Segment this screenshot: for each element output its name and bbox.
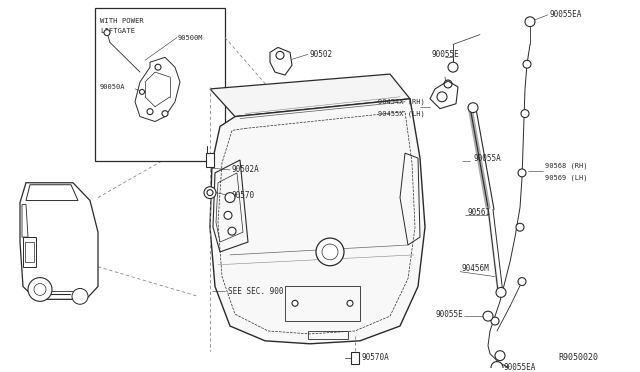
Circle shape [521,110,529,118]
Text: 90455X (LH): 90455X (LH) [378,110,425,117]
Circle shape [496,288,506,297]
Circle shape [72,288,88,304]
Circle shape [104,30,110,36]
Circle shape [224,211,232,219]
Text: 90055A: 90055A [474,154,502,163]
Text: WITH POWER: WITH POWER [100,18,144,24]
Bar [308,331,348,339]
Circle shape [483,311,493,321]
Circle shape [495,351,505,360]
Circle shape [444,80,452,88]
Circle shape [322,244,338,260]
Circle shape [491,317,499,325]
Text: 90050A: 90050A [100,84,125,90]
Text: LIFTGATE: LIFTGATE [100,28,135,33]
Text: 90570A: 90570A [362,353,390,362]
Circle shape [316,238,344,266]
Circle shape [28,278,52,301]
Circle shape [204,187,216,199]
Text: 90502: 90502 [310,50,333,59]
Text: 90055E: 90055E [432,50,460,59]
Text: 90500M: 90500M [178,35,204,41]
Circle shape [347,300,353,306]
Circle shape [34,283,46,295]
Text: R9050020: R9050020 [558,353,598,362]
Circle shape [225,193,235,202]
Polygon shape [210,99,425,344]
Text: 90454X (RH): 90454X (RH) [378,99,425,105]
Circle shape [162,110,168,116]
Text: 90569 (LH): 90569 (LH) [545,174,588,181]
Circle shape [468,103,478,113]
Circle shape [518,169,526,177]
Text: 90568 (RH): 90568 (RH) [545,163,588,169]
Text: SEE SEC. 900: SEE SEC. 900 [228,287,284,296]
Text: 90055EA: 90055EA [503,363,536,372]
Text: 90570: 90570 [232,191,255,200]
Circle shape [518,278,526,285]
Circle shape [155,64,161,70]
Text: 90055EA: 90055EA [550,10,582,19]
Bar [285,286,360,321]
Bar [95,8,225,161]
Circle shape [276,51,284,59]
Circle shape [292,300,298,306]
Circle shape [140,89,145,94]
Circle shape [228,227,236,235]
Polygon shape [210,74,410,116]
Circle shape [516,223,524,231]
Circle shape [207,190,213,196]
Circle shape [523,60,531,68]
Text: 90055E: 90055E [435,310,463,319]
Text: 90502A: 90502A [232,166,260,174]
Circle shape [525,17,535,27]
Bar [351,352,359,363]
Text: 90561: 90561 [468,208,491,217]
Circle shape [448,62,458,72]
Bar [206,153,214,167]
Circle shape [147,109,153,115]
Text: 90456M: 90456M [462,264,490,273]
Circle shape [437,92,447,102]
Circle shape [491,362,503,372]
